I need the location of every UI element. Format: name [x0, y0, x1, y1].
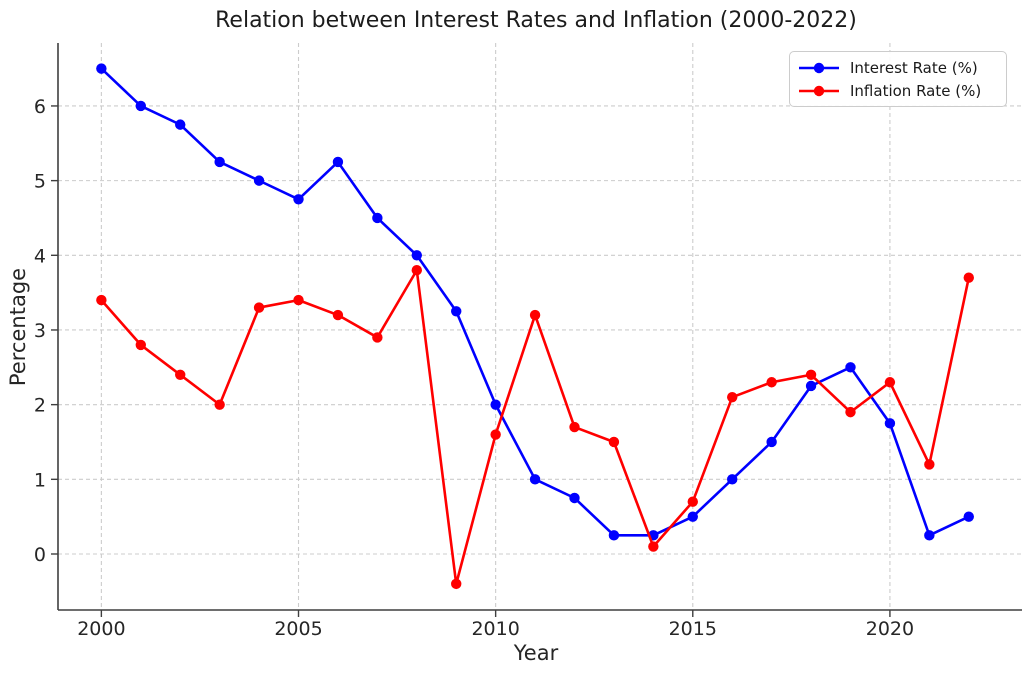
data-point-marker: [490, 429, 501, 440]
series-line: [100, 67, 971, 537]
data-point-marker: [175, 119, 186, 130]
y-tick-label: 0: [34, 544, 46, 566]
data-point-marker: [884, 418, 896, 429]
y-tick-label: 2: [34, 395, 46, 417]
data-point-marker: [845, 362, 856, 373]
data-point-marker: [845, 406, 856, 418]
data-point-marker: [214, 399, 225, 410]
data-point-marker: [411, 250, 422, 261]
legend: Interest Rate (%) Inflation Rate (%): [789, 51, 1007, 107]
chart-title: Relation between Interest Rates and Infl…: [215, 8, 857, 33]
data-point-marker: [451, 306, 462, 317]
data-point-marker: [648, 541, 659, 552]
series-interest-rate: [96, 63, 974, 541]
y-tick-label: 3: [34, 320, 46, 342]
x-tick-label: 2015: [669, 618, 717, 640]
axes-spines: [57, 43, 1022, 611]
data-point-marker: [687, 496, 698, 507]
y-tick-labels: 0 1 2 3 4 5 6: [34, 96, 46, 566]
y-tick-label: 6: [34, 96, 46, 118]
legend-item-interest-rate: Interest Rate (%): [796, 56, 1000, 79]
data-point-marker: [963, 272, 974, 283]
data-point-marker: [96, 63, 107, 74]
data-point-marker: [805, 380, 817, 392]
data-point-marker: [175, 369, 186, 380]
y-tick-label: 4: [34, 245, 46, 267]
y-tick-label: 1: [34, 469, 46, 491]
data-point-marker: [963, 511, 974, 522]
series-inflation-rate: [96, 265, 974, 590]
data-point-marker: [884, 377, 896, 388]
data-point-marker: [569, 421, 580, 433]
x-tick-label: 2005: [274, 618, 322, 640]
legend-label-inflation-rate: Inflation Rate (%): [850, 81, 982, 100]
data-point-marker: [924, 530, 935, 541]
data-point-marker: [805, 369, 817, 380]
x-tick-label: 2010: [471, 618, 519, 640]
legend-item-inflation-rate: Inflation Rate (%): [796, 79, 1000, 102]
data-point-marker: [529, 309, 541, 321]
data-point-marker: [253, 302, 265, 313]
data-point-marker: [135, 339, 146, 351]
data-point-marker: [727, 474, 738, 485]
x-tick-label: 2020: [866, 618, 914, 640]
data-point-marker: [135, 100, 146, 112]
y-tick-label: 5: [34, 171, 46, 193]
data-point-marker: [411, 265, 422, 276]
data-point-marker: [372, 332, 383, 343]
gridlines: [58, 43, 1022, 610]
data-point-marker: [569, 492, 580, 504]
data-point-marker: [332, 156, 344, 168]
y-axis-label: Percentage: [6, 267, 30, 387]
data-point-marker: [96, 294, 107, 306]
x-axis-label: Year: [513, 641, 559, 665]
data-point-marker: [451, 578, 462, 590]
axis-ticks: [51, 105, 891, 617]
data-point-marker: [253, 175, 265, 186]
legend-label-interest-rate: Interest Rate (%): [850, 58, 978, 77]
data-point-marker: [608, 436, 620, 448]
data-point-marker: [766, 436, 777, 448]
data-point-marker: [293, 194, 304, 205]
data-point-marker: [490, 399, 501, 410]
data-point-marker: [924, 459, 935, 470]
interest-rate-line-marker-icon: [799, 62, 839, 73]
data-point-marker: [608, 530, 620, 541]
data-point-marker: [687, 511, 698, 522]
data-series: [96, 63, 974, 590]
data-point-marker: [214, 156, 225, 168]
data-point-marker: [529, 474, 541, 485]
x-tick-labels: 2000 2005 2010 2015 2020: [77, 618, 914, 640]
inflation-rate-line-marker-icon: [799, 85, 839, 96]
data-point-marker: [766, 377, 777, 388]
data-point-marker: [727, 391, 738, 403]
data-point-marker: [293, 294, 304, 306]
data-point-marker: [332, 309, 344, 321]
data-point-marker: [372, 212, 383, 224]
x-tick-label: 2000: [77, 618, 125, 640]
